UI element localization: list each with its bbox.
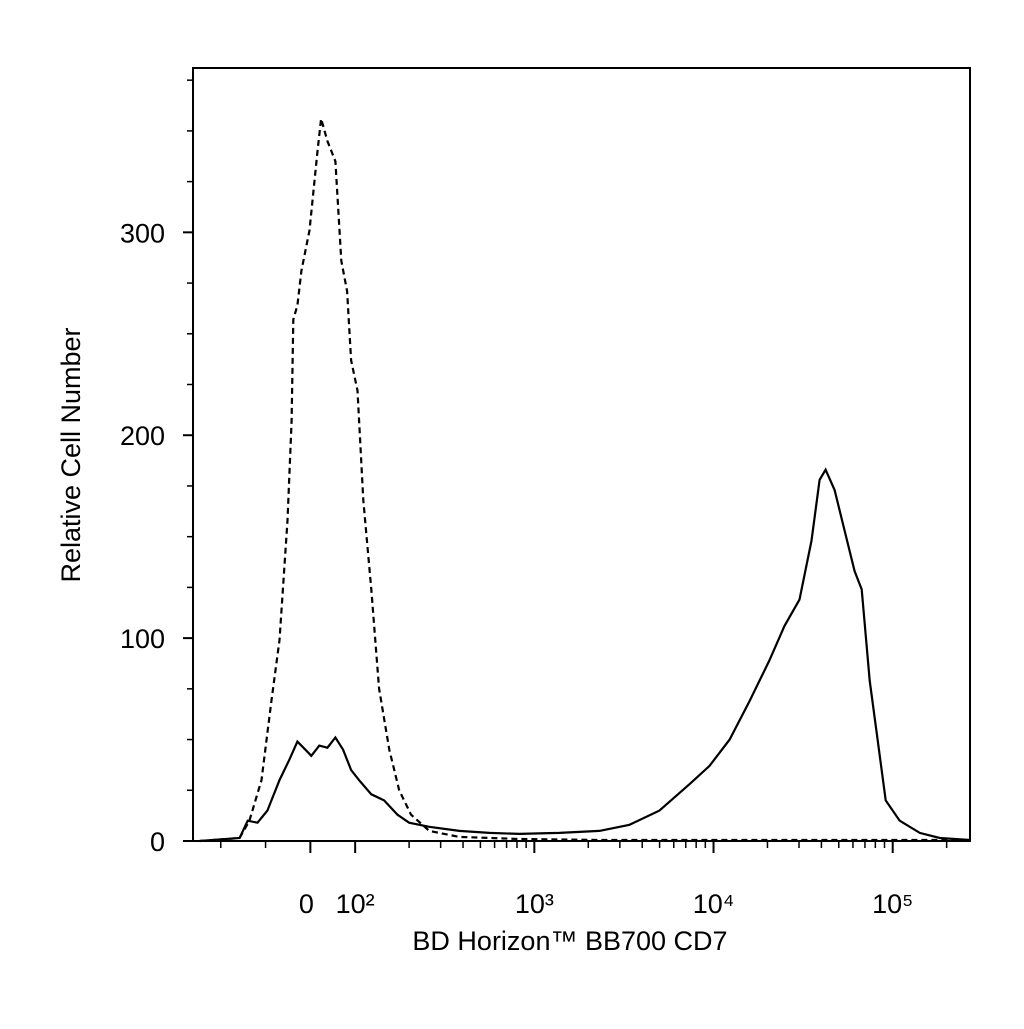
- y-tick-label: 200: [120, 421, 165, 451]
- plot-frame: [192, 67, 971, 842]
- y-tick-label: 100: [120, 624, 165, 654]
- x-tick-label: 10⁵: [872, 889, 913, 919]
- x-tick-label: 10²: [336, 889, 375, 919]
- x-tick-label: 10³: [515, 889, 554, 919]
- x-tick-label: 0: [299, 889, 314, 919]
- y-axis-label: Relative Cell Number: [56, 327, 86, 582]
- y-tick-label: 0: [150, 827, 165, 857]
- histogram-line: [199, 467, 970, 843]
- y-tick-label: 300: [120, 218, 165, 248]
- x-axis-label: BD Horizon™ BB700 CD7: [412, 926, 727, 956]
- x-tick-label: 10⁴: [693, 889, 735, 919]
- histogram-line: [199, 118, 970, 843]
